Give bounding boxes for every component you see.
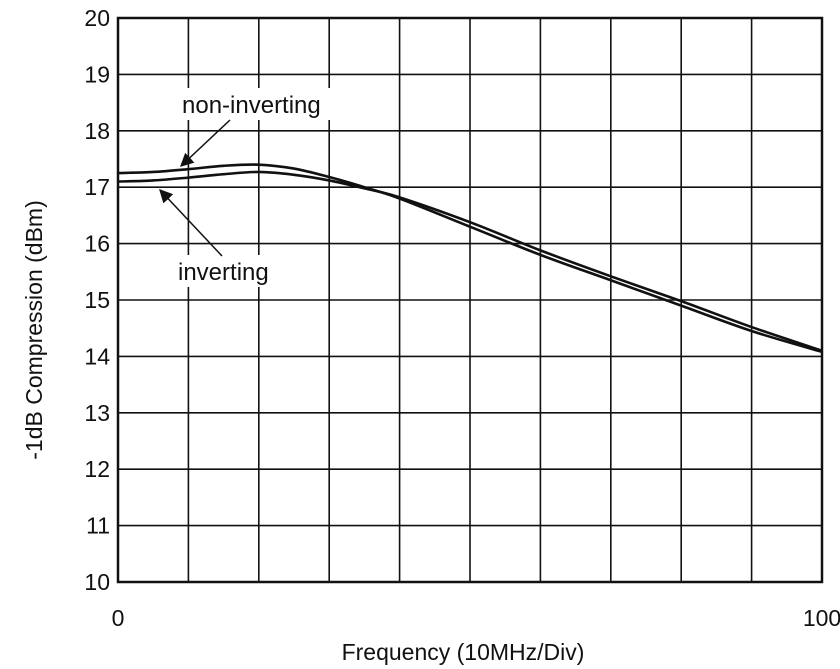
annotation-non-inverting: non-inverting bbox=[182, 92, 321, 119]
plot-frame bbox=[116, 16, 824, 584]
annotation-arrow-non-inverting bbox=[180, 119, 231, 167]
y-tick-label: 10 bbox=[84, 569, 110, 595]
x-axis-label: Frequency (10MHz/Div) bbox=[342, 639, 585, 665]
y-tick-label: 13 bbox=[84, 400, 110, 426]
y-axis-label: -1dB Compression (dBm) bbox=[21, 200, 47, 459]
x-tick-label: 100 bbox=[803, 605, 840, 631]
y-tick-label: 18 bbox=[84, 118, 110, 144]
y-tick-label: 20 bbox=[84, 5, 110, 31]
y-tick-label: 15 bbox=[84, 287, 110, 313]
annotation-arrow-inverting bbox=[159, 189, 223, 257]
annotation-bg-non-inverting bbox=[180, 88, 356, 120]
x-tick-label: 0 bbox=[112, 605, 125, 631]
y-tick-labels: 10 11 12 13 14 15 16 17 18 19 20 bbox=[84, 5, 110, 595]
y-tick-label: 12 bbox=[84, 456, 110, 482]
grid bbox=[118, 18, 822, 582]
annotations: non-inverting inverting bbox=[159, 88, 356, 287]
annotation-inverting: inverting bbox=[178, 259, 269, 286]
y-tick-label: 11 bbox=[86, 513, 110, 539]
series-line-inverting bbox=[117, 170, 823, 352]
y-tick-label: 16 bbox=[84, 231, 110, 257]
annotation-bg-inverting bbox=[176, 255, 294, 287]
y-tick-label: 14 bbox=[84, 343, 110, 369]
y-tick-label: 19 bbox=[84, 61, 110, 87]
y-tick-label: 17 bbox=[84, 174, 110, 200]
series-layer bbox=[117, 163, 823, 354]
x-tick-labels: 0 100 bbox=[112, 605, 840, 631]
